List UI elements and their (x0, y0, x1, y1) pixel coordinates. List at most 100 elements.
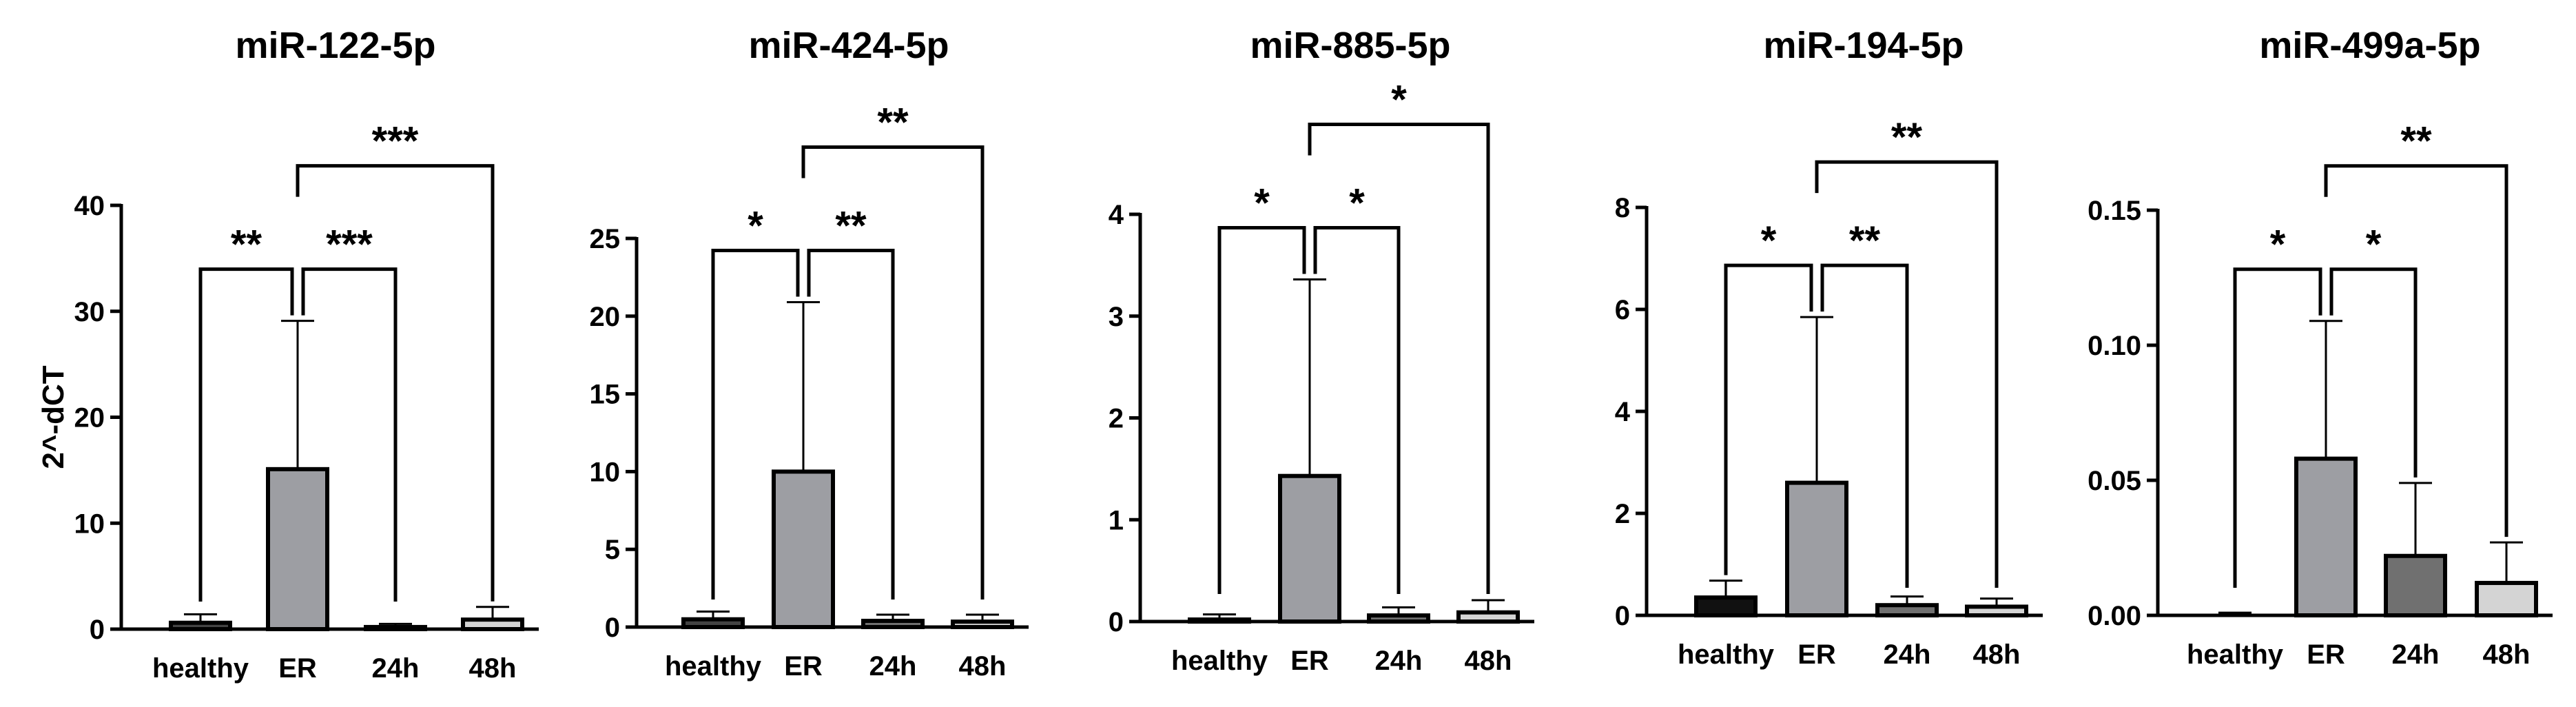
x-tick-label-24h: 24h (1884, 639, 1931, 670)
y-tick-label: 0.10 (2088, 331, 2141, 361)
significance-bracket (1313, 226, 1401, 594)
y-tick-label: 4 (1615, 397, 1631, 427)
x-tick-label-healthy: healthy (2187, 639, 2284, 670)
chart-panel-1: miR-122-5p 2^-dCT 0 10 20 30 40 healthy ER 24h 48h… (37, 25, 539, 684)
bar-healthy (1188, 617, 1251, 624)
significance-bracket (1820, 263, 1909, 588)
x-tick-label-ER: ER (2307, 639, 2345, 670)
bar-healthy (1694, 595, 1758, 617)
significance-bracket (296, 164, 495, 602)
x-tick-label-healthy: healthy (1678, 639, 1775, 670)
y-tick-label: 40 (74, 191, 105, 221)
bar-ER (2294, 456, 2358, 618)
bar-24h (861, 618, 925, 630)
x-tick-label-48h: 48h (2483, 639, 2531, 670)
significance-bracket (198, 267, 294, 602)
significance-label: * (2366, 223, 2382, 267)
y-tick-label: 30 (74, 297, 105, 327)
x-tick-label-healthy: healthy (1171, 646, 1268, 676)
y-tick-label: 20 (590, 302, 621, 332)
y-tick-label: 0 (90, 615, 105, 645)
bar-48h (1965, 604, 2028, 617)
bar-24h (1875, 603, 1939, 618)
chart-title: miR-424-5p (748, 25, 949, 66)
bar-24h (1367, 613, 1430, 624)
x-tick-label-48h: 48h (469, 653, 517, 684)
significance-bracket (711, 248, 800, 600)
y-tick-label: 3 (1109, 302, 1124, 332)
x-tick-label-24h: 24h (372, 653, 420, 684)
significance-bracket (2233, 267, 2322, 588)
y-tick-label: 20 (74, 403, 105, 433)
bar-24h (2384, 553, 2447, 618)
x-tick-label-24h: 24h (869, 651, 917, 682)
significance-label: ** (1849, 218, 1881, 263)
bar-48h (1456, 610, 1520, 624)
significance-label: *** (372, 119, 419, 164)
bar-healthy (681, 617, 745, 629)
y-tick-label: 25 (590, 224, 621, 254)
significance-label: * (1254, 181, 1270, 226)
x-tick-label-48h: 48h (1465, 646, 1512, 676)
y-tick-label: 0.05 (2088, 466, 2141, 496)
significance-label: ** (1891, 115, 1923, 160)
x-tick-label-ER: ER (1797, 639, 1836, 670)
y-tick-label: 0 (605, 613, 620, 643)
bar-48h (951, 619, 1014, 630)
chart-title: miR-499a-5p (2259, 25, 2480, 66)
x-tick-label-48h: 48h (1973, 639, 2021, 670)
significance-label: * (1761, 218, 1777, 263)
significance-label: ** (2400, 119, 2432, 164)
significance-label: ** (877, 100, 909, 145)
y-tick-label: 5 (605, 535, 620, 565)
y-tick-label: 2 (1109, 404, 1124, 434)
x-tick-label-healthy: healthy (665, 651, 762, 682)
chart-panel-3: miR-885-5p 0 1 2 3 4 healthy ER 24h 48h * * * (1109, 25, 1534, 676)
x-tick-label-48h: 48h (959, 651, 1007, 682)
bar-ER (772, 469, 835, 630)
x-tick-label-24h: 24h (2392, 639, 2440, 670)
y-tick-label: 2 (1615, 499, 1630, 529)
x-tick-label-ER: ER (278, 653, 317, 684)
y-tick-label: 0 (1109, 607, 1124, 637)
significance-label: * (2270, 223, 2286, 267)
y-tick-label: 15 (590, 380, 621, 410)
x-tick-label-healthy: healthy (152, 653, 249, 684)
y-tick-label: 10 (74, 509, 105, 539)
significance-bracket (807, 248, 895, 600)
significance-label: * (1349, 181, 1365, 226)
y-tick-label: 10 (590, 457, 621, 487)
bar-ER (266, 467, 329, 632)
chart-title: miR-122-5p (235, 25, 435, 66)
bar-healthy (169, 620, 232, 632)
bar-48h (461, 617, 524, 631)
significance-bracket (801, 145, 985, 600)
significance-bracket (1308, 123, 1490, 594)
y-axis-label: 2^-dCT (37, 365, 70, 469)
y-tick-label: 6 (1615, 295, 1630, 325)
chart-panel-5: miR-499a-5p 0.00 0.05 0.10 0.15 healthy ER 24h 4… (2088, 25, 2553, 670)
x-tick-label-ER: ER (1290, 646, 1329, 676)
bar-ER (1278, 473, 1341, 624)
x-tick-label-24h: 24h (1375, 646, 1423, 676)
significance-bracket (301, 267, 398, 602)
significance-label: * (1391, 78, 1407, 123)
chart-title: miR-885-5p (1250, 25, 1450, 66)
significance-bracket (2324, 164, 2508, 537)
y-tick-label: 0 (1615, 601, 1630, 631)
y-tick-label: 0.15 (2088, 196, 2141, 226)
chart-title: miR-194-5p (1763, 25, 1964, 66)
significance-label: *** (326, 223, 373, 267)
y-tick-label: 8 (1615, 193, 1630, 223)
significance-bracket (1724, 263, 1813, 575)
y-tick-label: 1 (1109, 505, 1124, 535)
bar-24h (364, 624, 427, 631)
significance-label: ** (835, 203, 867, 248)
bar-ER (1785, 480, 1848, 617)
bar-48h (2475, 580, 2538, 618)
significance-label: * (748, 203, 763, 248)
y-tick-label: 0.00 (2088, 601, 2141, 631)
y-tick-label: 4 (1109, 200, 1124, 230)
